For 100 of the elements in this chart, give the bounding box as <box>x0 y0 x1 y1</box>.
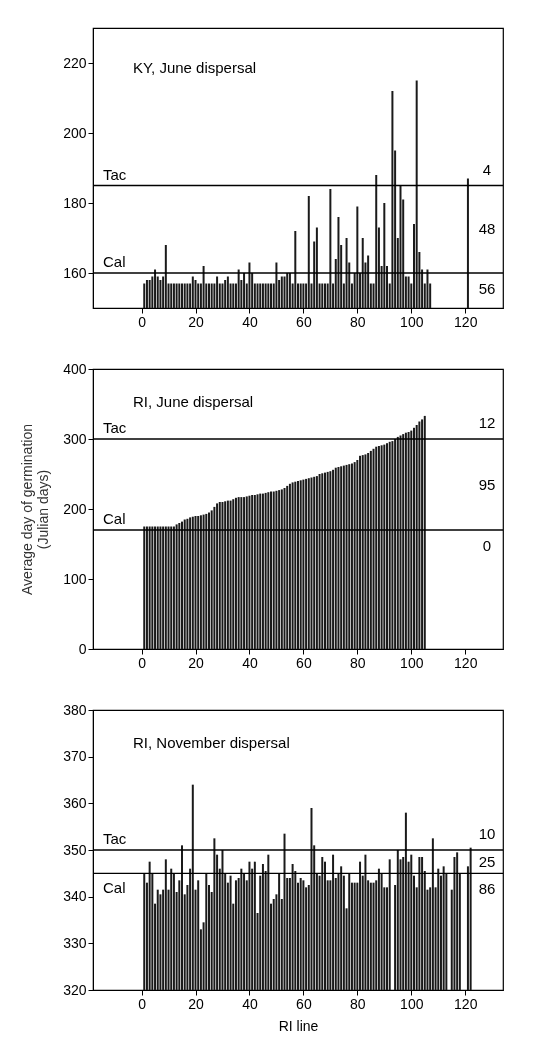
y-tick-label: 220 <box>63 54 87 71</box>
bar <box>264 492 267 649</box>
y-tick-label: 330 <box>63 934 87 951</box>
bar <box>178 523 181 649</box>
y-tick-label: 160 <box>63 264 87 281</box>
ref-line-label: Tac <box>103 165 127 183</box>
annotation: 56 <box>478 280 496 297</box>
y-tick-label: 350 <box>63 841 87 858</box>
bar <box>367 453 370 649</box>
x-tick-label: 20 <box>188 995 204 1012</box>
y-tick-label: 0 <box>78 640 87 657</box>
y-tick-label: 360 <box>63 794 87 811</box>
y-tick-label: 380 <box>63 701 87 718</box>
annotation: 12 <box>478 414 496 431</box>
ref-line-label: Cal <box>103 510 126 527</box>
x-tick-label: 60 <box>296 995 312 1012</box>
x-tick-label: 100 <box>400 995 424 1012</box>
bar <box>407 432 410 649</box>
x-tick-label: 80 <box>350 313 366 330</box>
bar <box>318 474 321 649</box>
bar <box>356 460 359 649</box>
annotation: 4 <box>482 160 492 178</box>
bar <box>399 435 402 649</box>
y-tick-label: 200 <box>63 124 87 141</box>
bar <box>297 481 299 649</box>
x-axis-title: RI line <box>278 1017 319 1034</box>
x-tick-label: 120 <box>454 654 478 671</box>
x-tick-label: 40 <box>242 995 258 1012</box>
x-tick-label: 20 <box>188 313 204 330</box>
x-tick-label: 80 <box>350 995 366 1012</box>
bar <box>237 497 240 649</box>
bar <box>210 510 213 649</box>
text: KY, June dispersal <box>133 59 257 76</box>
bar <box>372 448 375 649</box>
annotation: 25 <box>478 852 496 870</box>
bar <box>412 427 415 649</box>
x-tick-label: 100 <box>400 313 424 330</box>
x-tick-label: 0 <box>138 654 147 671</box>
bar <box>421 419 424 649</box>
bar <box>302 479 305 649</box>
bar <box>353 462 356 649</box>
annotation: 0 <box>482 537 492 554</box>
ref-line-label: Cal <box>103 253 126 270</box>
y-axis-title: Average day of germination (Julian days) <box>19 424 52 595</box>
bar <box>194 516 197 649</box>
bar <box>240 497 243 649</box>
x-tick-label: 60 <box>296 654 312 671</box>
bar <box>299 480 302 649</box>
annotation: 95 <box>478 475 496 493</box>
x-tick-label: 120 <box>454 995 478 1012</box>
bar <box>283 488 286 649</box>
y-tick-label: 200 <box>63 500 87 517</box>
bar <box>329 471 332 649</box>
bar <box>364 454 367 649</box>
x-tick-label: 80 <box>350 654 366 671</box>
x-tick-label: 60 <box>296 313 312 330</box>
annotation: 48 <box>478 220 496 238</box>
bar <box>337 467 340 649</box>
bar <box>159 526 162 649</box>
bar <box>326 471 329 649</box>
text: RI, November dispersal <box>133 734 290 751</box>
x-tick-label: 120 <box>454 313 478 330</box>
bar <box>294 481 297 649</box>
text: RI, June dispersal <box>133 393 254 410</box>
bar <box>291 482 294 649</box>
x-tick-label: 40 <box>242 654 258 671</box>
bar <box>396 436 399 649</box>
ref-line-label: Tac <box>103 830 127 847</box>
y-tick-label: 320 <box>63 981 87 998</box>
x-tick-label: 0 <box>138 995 147 1012</box>
bar <box>275 490 278 649</box>
y-tick-label: 370 <box>63 748 87 765</box>
ref-line-label: Cal <box>103 879 126 897</box>
y-tick-label: 300 <box>63 430 87 447</box>
bar <box>394 439 397 649</box>
bar <box>175 524 178 649</box>
ref-line-label: Tac <box>103 419 127 436</box>
y-tick-label: 340 <box>63 888 87 905</box>
bar <box>248 495 251 649</box>
bar <box>167 526 170 649</box>
y-tick-label: 100 <box>63 570 87 587</box>
bar <box>383 444 386 649</box>
bar <box>369 450 372 649</box>
bar <box>418 421 421 649</box>
bar <box>256 494 259 649</box>
x-tick-label: 100 <box>400 654 424 671</box>
bar <box>151 526 154 649</box>
bar <box>423 415 426 649</box>
bar <box>221 502 224 649</box>
bar <box>415 425 418 649</box>
bar <box>186 518 189 649</box>
annotation: 86 <box>478 880 496 898</box>
bar <box>202 514 205 649</box>
bar <box>267 492 270 649</box>
x-tick-label: 40 <box>242 313 258 330</box>
bar <box>213 506 216 649</box>
annotation: 10 <box>478 825 496 842</box>
y-tick-label: 180 <box>63 194 87 211</box>
bar <box>380 445 383 649</box>
x-tick-label: 20 <box>188 654 204 671</box>
